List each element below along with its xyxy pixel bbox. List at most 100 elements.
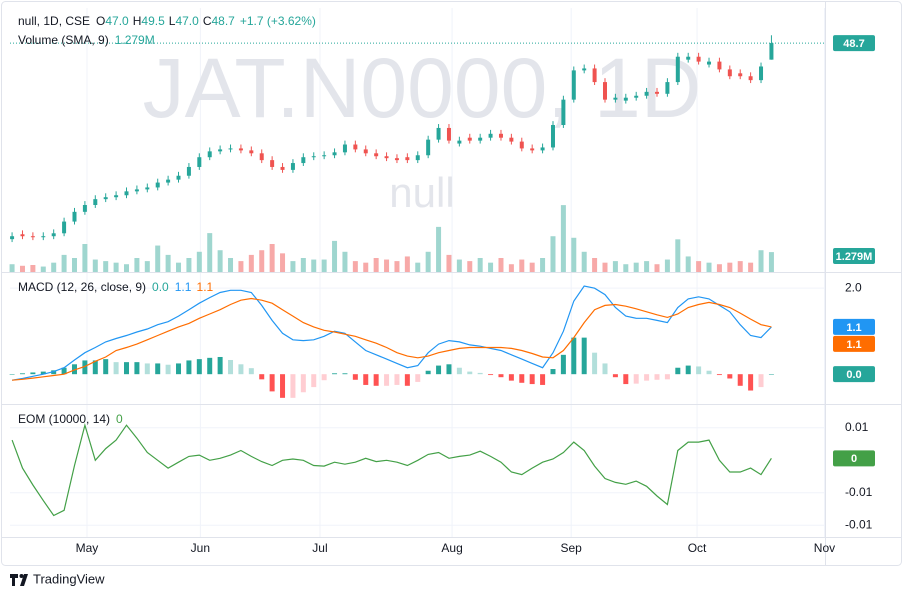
histogram-bar — [415, 374, 421, 382]
candle-body — [519, 141, 524, 149]
candle-body — [332, 152, 337, 156]
histogram-bar — [654, 374, 660, 380]
histogram-bar — [92, 360, 98, 375]
histogram-bar — [436, 365, 442, 375]
candle-body — [155, 182, 160, 188]
histogram-bar — [404, 374, 410, 386]
histogram-bar — [363, 374, 369, 385]
marks — [9, 35, 825, 517]
histogram-bar — [446, 364, 452, 375]
macd-header: MACD (12, 26, close, 9) 0.0 1.1 1.1 — [18, 280, 214, 294]
volume-bar — [508, 264, 514, 272]
candle-body — [93, 199, 98, 206]
histogram-bar — [519, 374, 525, 383]
volume-bar — [217, 250, 223, 272]
volume-bar — [456, 259, 462, 272]
y-tick-label: -0.01 — [845, 517, 873, 531]
histogram-bar — [124, 362, 130, 375]
candle-body — [207, 151, 212, 158]
histogram-bar — [176, 363, 182, 375]
volume-bar — [373, 258, 379, 272]
histogram-bar — [394, 374, 400, 385]
histogram-bar — [321, 374, 327, 381]
histogram-bar — [217, 356, 223, 375]
volume-bar — [467, 261, 473, 272]
candle-body — [10, 236, 15, 240]
eom-tag-box — [833, 450, 875, 467]
histogram-bar — [61, 367, 67, 375]
macd-tag: 1.1 — [833, 318, 875, 335]
macd-tag-box — [833, 318, 875, 335]
histogram-bar — [508, 374, 514, 381]
volume-bar — [124, 264, 130, 272]
histogram-bar — [664, 374, 670, 380]
volume-bar — [612, 261, 618, 272]
candle-body — [218, 149, 223, 152]
x-tick-label: Sep — [561, 541, 583, 555]
histogram-bar — [748, 374, 754, 391]
histogram-bar — [602, 363, 608, 375]
price-tag-box — [833, 35, 875, 52]
histogram-bar — [311, 374, 317, 388]
macd-header-value: 1.1 — [175, 280, 192, 294]
ohlc: O47.0 H49.5 L47.0 C48.7 — [96, 14, 235, 28]
candle-body — [498, 133, 503, 138]
macd-tag: 0.0 — [833, 366, 875, 383]
volume-bar — [727, 262, 733, 272]
candle-body — [145, 187, 150, 190]
candle-body — [405, 157, 410, 161]
volume-title: Volume (SMA, 9) — [18, 33, 109, 47]
candle-body — [228, 148, 233, 150]
volume-bar — [134, 258, 140, 272]
histogram-bar — [571, 337, 577, 375]
candle-body — [748, 76, 753, 81]
macd-tag: 1.1 — [833, 335, 875, 352]
histogram-bar — [332, 373, 338, 375]
candle-body — [290, 163, 295, 170]
candle-body — [759, 66, 764, 81]
histogram-bar — [529, 374, 535, 385]
histogram-bar — [238, 364, 244, 375]
candle-body — [41, 236, 46, 238]
y-tick-label: 2.0 — [845, 280, 862, 294]
eom-line — [11, 422, 772, 517]
histogram-bar — [477, 372, 483, 375]
histogram-bar — [623, 374, 629, 385]
candle-body — [561, 99, 566, 126]
candle-body — [82, 205, 87, 212]
volume-bar — [176, 262, 182, 272]
candle-body — [727, 69, 732, 77]
volume-bar — [342, 251, 348, 272]
candle-body — [707, 61, 712, 65]
volume-bar — [664, 259, 670, 272]
brand-icon-dot — [19, 574, 24, 578]
histogram-bar — [30, 372, 36, 375]
candle-body — [550, 125, 555, 148]
histogram-bar — [51, 370, 57, 375]
candle-body — [186, 166, 191, 176]
volume-last: 1.279M — [115, 33, 155, 47]
volume-bar — [51, 262, 57, 272]
histogram-bar — [82, 360, 88, 375]
volume-bar — [71, 258, 77, 272]
volume-bar — [540, 258, 546, 272]
candle-body — [478, 137, 483, 141]
histogram-bar — [384, 374, 390, 386]
candle-body — [436, 127, 441, 140]
volume-bar — [415, 262, 421, 272]
ohlc-value: 47.0 — [105, 14, 129, 28]
candle-body — [467, 137, 472, 141]
volume-bar — [103, 261, 109, 272]
volume-bar — [768, 252, 774, 272]
candle-body — [322, 155, 327, 157]
volume-bar — [186, 258, 192, 272]
symbol: null, 1D, CSE — [18, 14, 90, 28]
volume-bar — [332, 240, 338, 272]
histogram-bar — [696, 366, 702, 375]
histogram-bar — [768, 374, 774, 375]
brand-logo — [10, 574, 28, 586]
volume-bar — [425, 251, 431, 272]
histogram-bar — [103, 359, 109, 375]
macd-header-value: 0.0 — [152, 280, 169, 294]
volume-bar — [436, 226, 442, 272]
